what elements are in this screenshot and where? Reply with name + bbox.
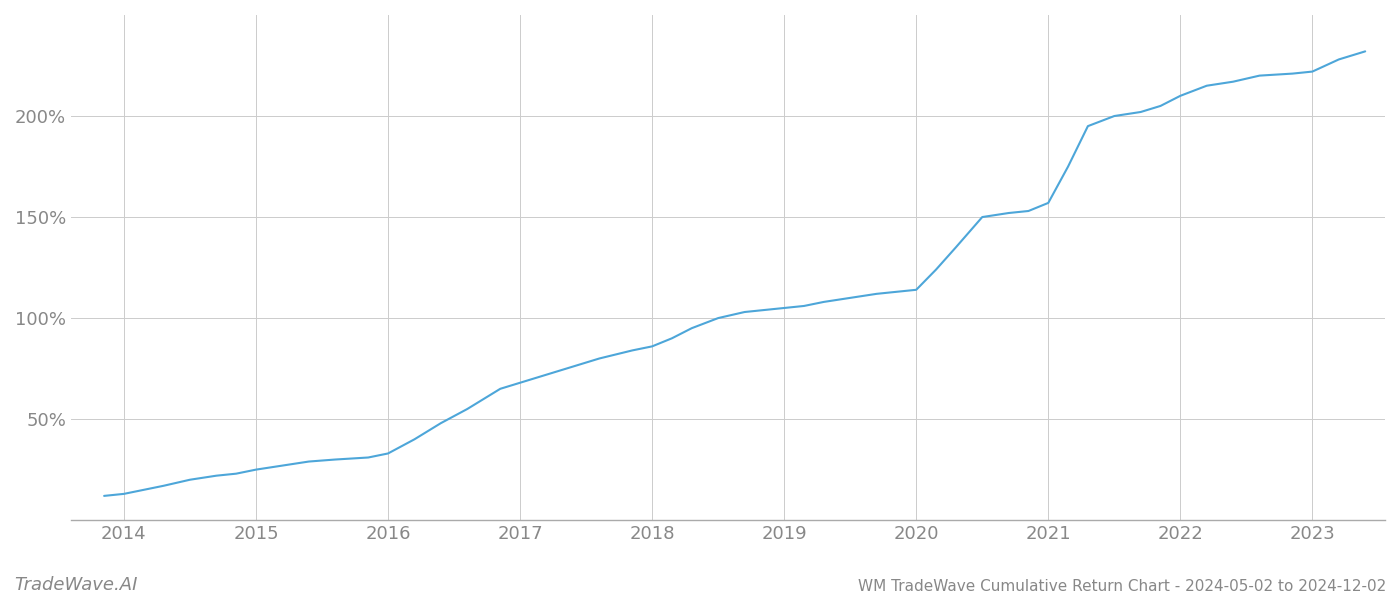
Text: TradeWave.AI: TradeWave.AI	[14, 576, 137, 594]
Text: WM TradeWave Cumulative Return Chart - 2024-05-02 to 2024-12-02: WM TradeWave Cumulative Return Chart - 2…	[858, 579, 1386, 594]
